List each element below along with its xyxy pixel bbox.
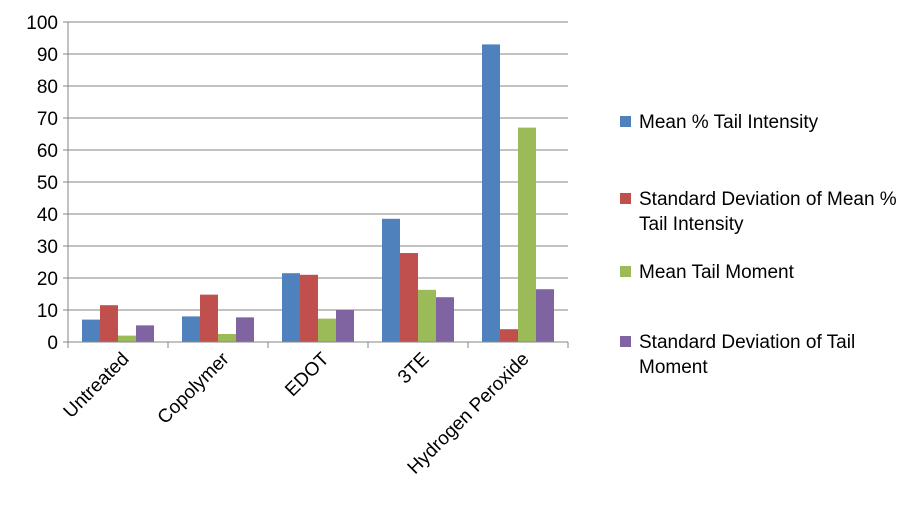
bar <box>436 297 454 342</box>
bar <box>300 274 318 342</box>
y-tick-label: 0 <box>47 333 58 354</box>
y-tick-label: 50 <box>37 173 58 194</box>
y-axis-tick-labels: 0 10 20 30 40 50 60 70 80 90 100 <box>26 13 58 354</box>
y-tick-label: 20 <box>37 269 58 290</box>
bar <box>236 317 254 342</box>
bar <box>318 318 336 342</box>
bar-series <box>82 44 554 343</box>
bar <box>118 335 136 342</box>
x-category-label: EDOT <box>281 348 333 400</box>
legend-label: Mean Tail Moment <box>639 262 794 283</box>
legend-swatch <box>620 116 631 127</box>
legend-swatch <box>620 266 631 277</box>
bar <box>482 44 500 343</box>
axes <box>63 21 569 348</box>
legend-swatch <box>620 193 631 204</box>
bar <box>500 329 518 342</box>
bar <box>536 289 554 342</box>
bar <box>382 218 400 342</box>
bar <box>218 334 236 342</box>
x-category-label: Copolymer <box>154 348 234 428</box>
bar <box>336 310 354 342</box>
legend-item-mean-tail-intensity: Mean % Tail Intensity <box>620 110 920 135</box>
legend-label: Mean % Tail Intensity <box>639 112 819 133</box>
bar <box>100 305 118 342</box>
legend-label: Standard Deviation of Mean % Tail Intens… <box>639 189 897 235</box>
gridlines <box>68 21 568 311</box>
y-tick-label: 100 <box>26 13 58 34</box>
legend-label: Standard Deviation of Tail Moment <box>639 332 856 378</box>
bar <box>182 316 200 342</box>
y-tick-label: 90 <box>37 45 58 66</box>
legend-item-sd-mean-tail-intensity: Standard Deviation of Mean % Tail Intens… <box>620 187 920 237</box>
y-tick-label: 40 <box>37 205 58 226</box>
y-tick-label: 70 <box>37 109 58 130</box>
legend-item-sd-tail-moment: Standard Deviation of Tail Moment <box>620 330 920 380</box>
y-tick-label: 60 <box>37 141 58 162</box>
bar <box>82 319 100 342</box>
y-tick-label: 80 <box>37 77 58 98</box>
y-tick-label: 30 <box>37 237 58 258</box>
legend-swatch <box>620 336 631 347</box>
bar <box>282 273 300 342</box>
y-tick-label: 10 <box>37 301 58 322</box>
bar <box>418 289 436 342</box>
bar <box>518 127 536 342</box>
x-category-label: 3TE <box>394 349 433 388</box>
bar <box>136 325 154 342</box>
legend-item-mean-tail-moment: Mean Tail Moment <box>620 260 920 285</box>
x-category-label: Untreated <box>60 349 134 423</box>
bar <box>200 294 218 342</box>
bar <box>400 253 418 342</box>
